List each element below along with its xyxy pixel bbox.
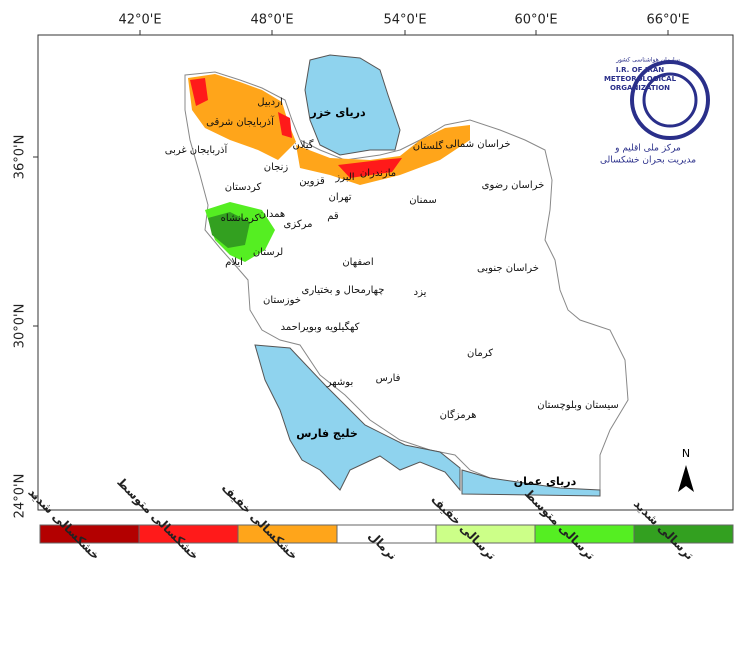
- province-label: مرکزی: [284, 219, 313, 230]
- province-label: البرز: [334, 172, 354, 183]
- drought-patch: [296, 125, 470, 185]
- province-label: زنجان: [264, 162, 289, 173]
- lon-label: 42°0'E: [118, 13, 161, 28]
- lon-label: 54°0'E: [383, 13, 426, 28]
- province-label: چهارمحال و بختیاری: [302, 285, 385, 296]
- province-label: فارس: [376, 373, 401, 384]
- province-label: یزد: [414, 287, 427, 298]
- logo-text: مدیریت بحران خشکسالی: [600, 156, 696, 166]
- sea-label: دریای خزر: [309, 106, 366, 119]
- lon-label: 66°0'E: [646, 13, 689, 28]
- lat-label: 30°0'N: [13, 304, 28, 349]
- drought-patch: [338, 158, 402, 178]
- logo: سازمان هواشناسی کشور I.R. OF IRAN METEOR…: [600, 57, 710, 166]
- province-label: خوزستان: [263, 295, 301, 306]
- drought-patch: [190, 78, 208, 106]
- wet-patch: [208, 212, 250, 248]
- province-label: گلستان: [413, 140, 444, 152]
- province-label: اصفهان: [342, 257, 373, 268]
- province-label: سمنان: [409, 195, 437, 206]
- province-label: تهران: [328, 192, 351, 203]
- province-label: قم: [327, 211, 339, 222]
- lat-label: 24°0'N: [13, 474, 28, 519]
- north-arrow: N: [678, 447, 694, 492]
- north-label: N: [682, 447, 690, 460]
- province-label: کرمان: [467, 348, 493, 359]
- logo-text: ORGANIZATION: [610, 84, 670, 92]
- lon-label: 60°0'E: [514, 13, 557, 28]
- province-label: سیستان وبلوچستان: [537, 400, 619, 411]
- oman-sea: [461, 469, 601, 497]
- caspian-sea: [304, 54, 401, 156]
- province-label: خراسان رضوی: [482, 180, 545, 191]
- province-label: آذربایجان غربی: [165, 143, 229, 156]
- sea-label: خلیج فارس: [296, 427, 358, 440]
- province-label: اردبیل: [257, 97, 282, 108]
- sea-label: دریای عمان: [514, 475, 577, 488]
- province-label: کهگیلویه وبویراحمد: [281, 321, 360, 333]
- lat-label: 36°0'N: [13, 135, 28, 180]
- province-label: ایلام: [225, 257, 243, 268]
- drought-patch: [278, 112, 292, 138]
- logo-text: METEOROLOGICAL: [604, 75, 677, 83]
- province-label: خراسان جنوبی: [477, 263, 539, 274]
- persian-gulf: [254, 344, 461, 492]
- province-label: کردستان: [225, 182, 262, 193]
- province-label: بوشهر: [326, 377, 353, 388]
- province-label: قزوین: [299, 176, 325, 187]
- legend-swatch: [633, 524, 734, 544]
- province-label: مازندران: [360, 168, 396, 179]
- drought-patch: [188, 74, 296, 160]
- logo-text: سازمان هواشناسی کشور: [615, 57, 680, 64]
- logo-text: مرکز ملی اقلیم و: [614, 144, 681, 154]
- province-label: گیلان: [292, 139, 313, 151]
- province-label: آذربایجان شرقی: [206, 115, 275, 128]
- province-label: همدان: [259, 209, 285, 220]
- logo-text: I.R. OF IRAN: [616, 66, 664, 74]
- lon-label: 48°0'E: [250, 13, 293, 28]
- province-label: لرستان: [253, 247, 283, 258]
- iran-land: [184, 71, 629, 491]
- province-label: خراسان شمالی: [445, 139, 510, 150]
- province-label: هرمزگان: [440, 409, 477, 421]
- province-label: کرمانشاه: [221, 213, 260, 224]
